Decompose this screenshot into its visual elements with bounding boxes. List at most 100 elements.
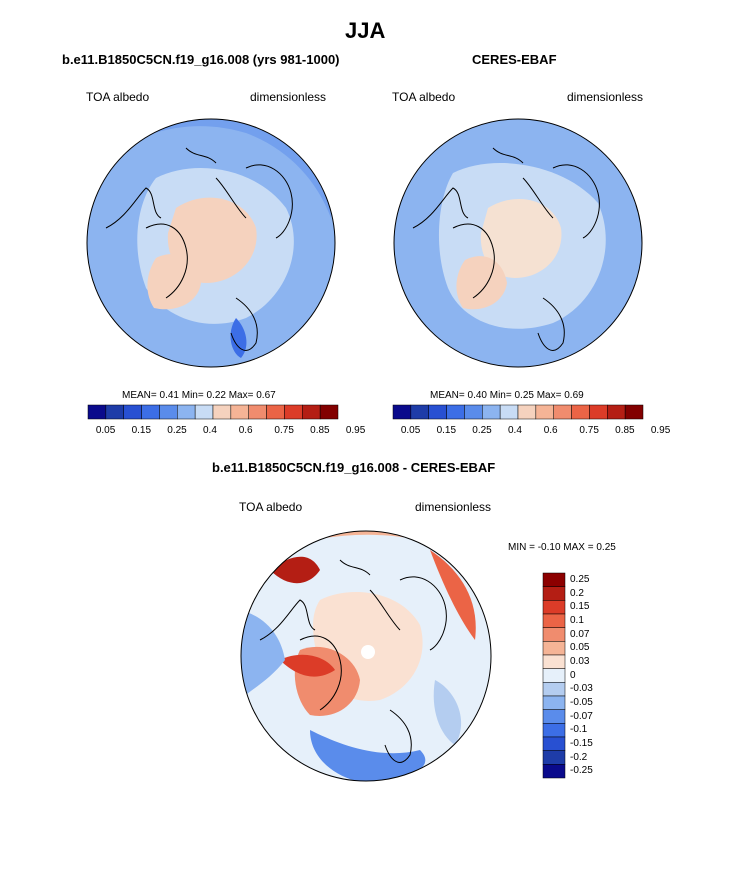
greenland-high-albedo [456,256,507,310]
diff-panel-colorbar [542,572,566,779]
panel-1-colorbar-swatch-9 [248,404,267,420]
diff-panel-colorbar-swatch-9 [542,695,566,710]
panel-1-colorbar-swatch-3 [141,404,160,420]
panel-2-title: CERES-EBAF [472,52,557,67]
panel-1-colorbar-tick-label: 0.05 [95,425,116,436]
diff-panel-colorbar-ticks: 0.25 0.2 0.15 0.1 0.07 0.05 0.03 0 -0.03 -0.05 -0.… [570,573,620,778]
panel-2-colorbar [392,404,644,420]
panel-2-colorbar-tick-label: 0.95 [650,425,671,436]
negative-diff-east-south [433,680,462,745]
panel-1-units-label: dimensionless [250,90,327,104]
strong-positive-diff-coast [280,654,335,677]
diff-panel-colorbar-tick-label: 0.2 [570,587,584,599]
diff-panel-colorbar-swatch-10 [542,709,566,724]
diff-panel-colorbar-tick-label: -0.15 [570,737,593,749]
panel-2-stats: MEAN= 0.40 Min= 0.25 Max= 0.69 [430,390,584,401]
panel-1-colorbar-swatch-6 [194,404,214,420]
diff-panel-colorbar-tick-label: -0.2 [570,751,588,763]
panel-2-colorbar-swatch-7 [517,404,537,420]
diff-panel-colorbar-swatch-0 [542,572,566,587]
panel-1-variable-label: TOA albedo [86,90,150,104]
diff-panel-colorbar-tick-label: -0.07 [570,710,593,722]
diff-panel-colorbar-swatch-2 [542,600,566,615]
diff-panel-colorbar-swatch-13 [542,750,566,765]
panel-1-colorbar-tick-label: 0.6 [238,425,253,436]
diff-panel-colorbar-swatch-14 [542,764,566,779]
lower-albedo-region [87,119,335,218]
panel-2-colorbar-swatch-4 [464,404,483,420]
panel-1-colorbar-swatch-4 [159,404,178,420]
panel-2-colorbar-tick-label: 0.6 [543,425,558,436]
deep-blue-patch [230,318,247,358]
panel-1-colorbar-swatch-2 [123,404,142,420]
panel-2-colorbar-swatch-5 [482,404,501,420]
panel-1-colorbar-swatch-1 [105,404,124,420]
greenland-high-albedo [147,254,201,310]
panel-1-colorbar-tick-label: 0.4 [203,425,217,436]
panel-1-colorbar-swatch-12 [302,404,321,420]
panel-2-colorbar-tick-label: 0.4 [508,425,522,436]
diff-panel-colorbar-swatch-4 [542,627,566,642]
panel-2-colorbar-swatch-12 [607,404,626,420]
panel-2-colorbar-swatch-0 [392,404,412,420]
panel-1-colorbar-tick-label: 0.25 [167,425,187,436]
diff-panel-colorbar-tick-label: 0.05 [570,642,590,654]
panel-1-polar-map [86,118,336,368]
panel-1-stats: MEAN= 0.41 Min= 0.22 Max= 0.67 [122,390,276,401]
panel-2-colorbar-swatch-13 [624,404,644,420]
panel-2-colorbar-swatch-11 [589,404,608,420]
panel-1-colorbar-swatch-5 [177,404,196,420]
panel-1-colorbar-swatch-0 [87,404,107,420]
diff-panel-colorbar-tick-label: 0.07 [570,628,590,640]
panel-1-colorbar-swatch-8 [230,404,249,420]
diff-panel-colorbar-swatch-5 [542,641,566,656]
page-title: JJA [345,18,386,43]
diff-panel-colorbar-swatch-1 [542,586,566,601]
panel-1-colorbar-swatch-10 [266,404,285,420]
panel-2-colorbar-tick-label: 0.15 [436,425,457,436]
panel-1-colorbar-tick-label: 0.75 [274,425,294,436]
diff-panel-colorbar-swatch-11 [542,723,566,738]
panel-1-colorbar-swatch-11 [284,404,303,420]
diff-panel-colorbar-tick-label: 0.15 [570,601,590,613]
diff-panel-colorbar-swatch-3 [542,613,566,628]
panel-2-colorbar-swatch-9 [553,404,572,420]
panel-2-units-label: dimensionless [567,90,644,104]
diff-panel-colorbar-swatch-7 [542,668,566,683]
panel-2-polar-map [393,118,643,368]
panel-1-colorbar-tick-label: 0.95 [345,425,366,436]
diff-panel-colorbar-tick-label: -0.05 [570,696,593,708]
diff-panel-colorbar-tick-label: -0.25 [570,765,593,777]
coastlines [412,147,600,351]
panel-2-variable-label: TOA albedo [392,90,456,104]
panel-2-colorbar-swatch-6 [499,404,519,420]
diff-panel-variable-label: TOA albedo [239,500,303,514]
missing-data-pole [361,645,375,659]
panel-2-colorbar-swatch-1 [410,404,429,420]
diff-panel-colorbar-swatch-8 [542,682,566,697]
panel-2-colorbar-swatch-3 [446,404,465,420]
diff-panel-colorbar-tick-label: -0.1 [570,724,588,736]
coastlines [259,559,447,763]
diff-panel-colorbar-swatch-12 [542,736,566,751]
positive-diff-east [430,550,476,640]
panel-2-colorbar-tick-label: 0.85 [615,425,635,436]
panel-2-colorbar-swatch-10 [571,404,590,420]
coastlines [105,147,293,351]
diff-panel-colorbar-tick-label: 0.25 [570,573,590,585]
panel-1-colorbar [87,404,339,420]
panel-1-title: b.e11.B1850C5CN.f19_g16.008 (yrs 981-100… [62,52,340,67]
diff-panel-colorbar-tick-label: 0 [570,669,576,681]
diff-panel-units-label: dimensionless [415,500,492,514]
high-albedo-arctic [480,198,562,278]
panel-2-colorbar-ticks: 0.05 0.15 0.25 0.4 0.6 0.75 0.85 0.95 [393,425,670,439]
negative-diff-west [241,610,285,700]
panel-2-colorbar-swatch-8 [535,404,554,420]
panel-1-colorbar-tick-label: 0.85 [310,425,330,436]
diff-panel-polar-map [240,530,492,782]
panel-1-colorbar-swatch-7 [212,404,232,420]
diff-panel-colorbar-tick-label: 0.03 [570,655,590,667]
diff-panel-colorbar-tick-label: 0.1 [570,614,584,626]
negative-diff-south [310,730,426,781]
panel-2-colorbar-tick-label: 0.05 [400,425,421,436]
